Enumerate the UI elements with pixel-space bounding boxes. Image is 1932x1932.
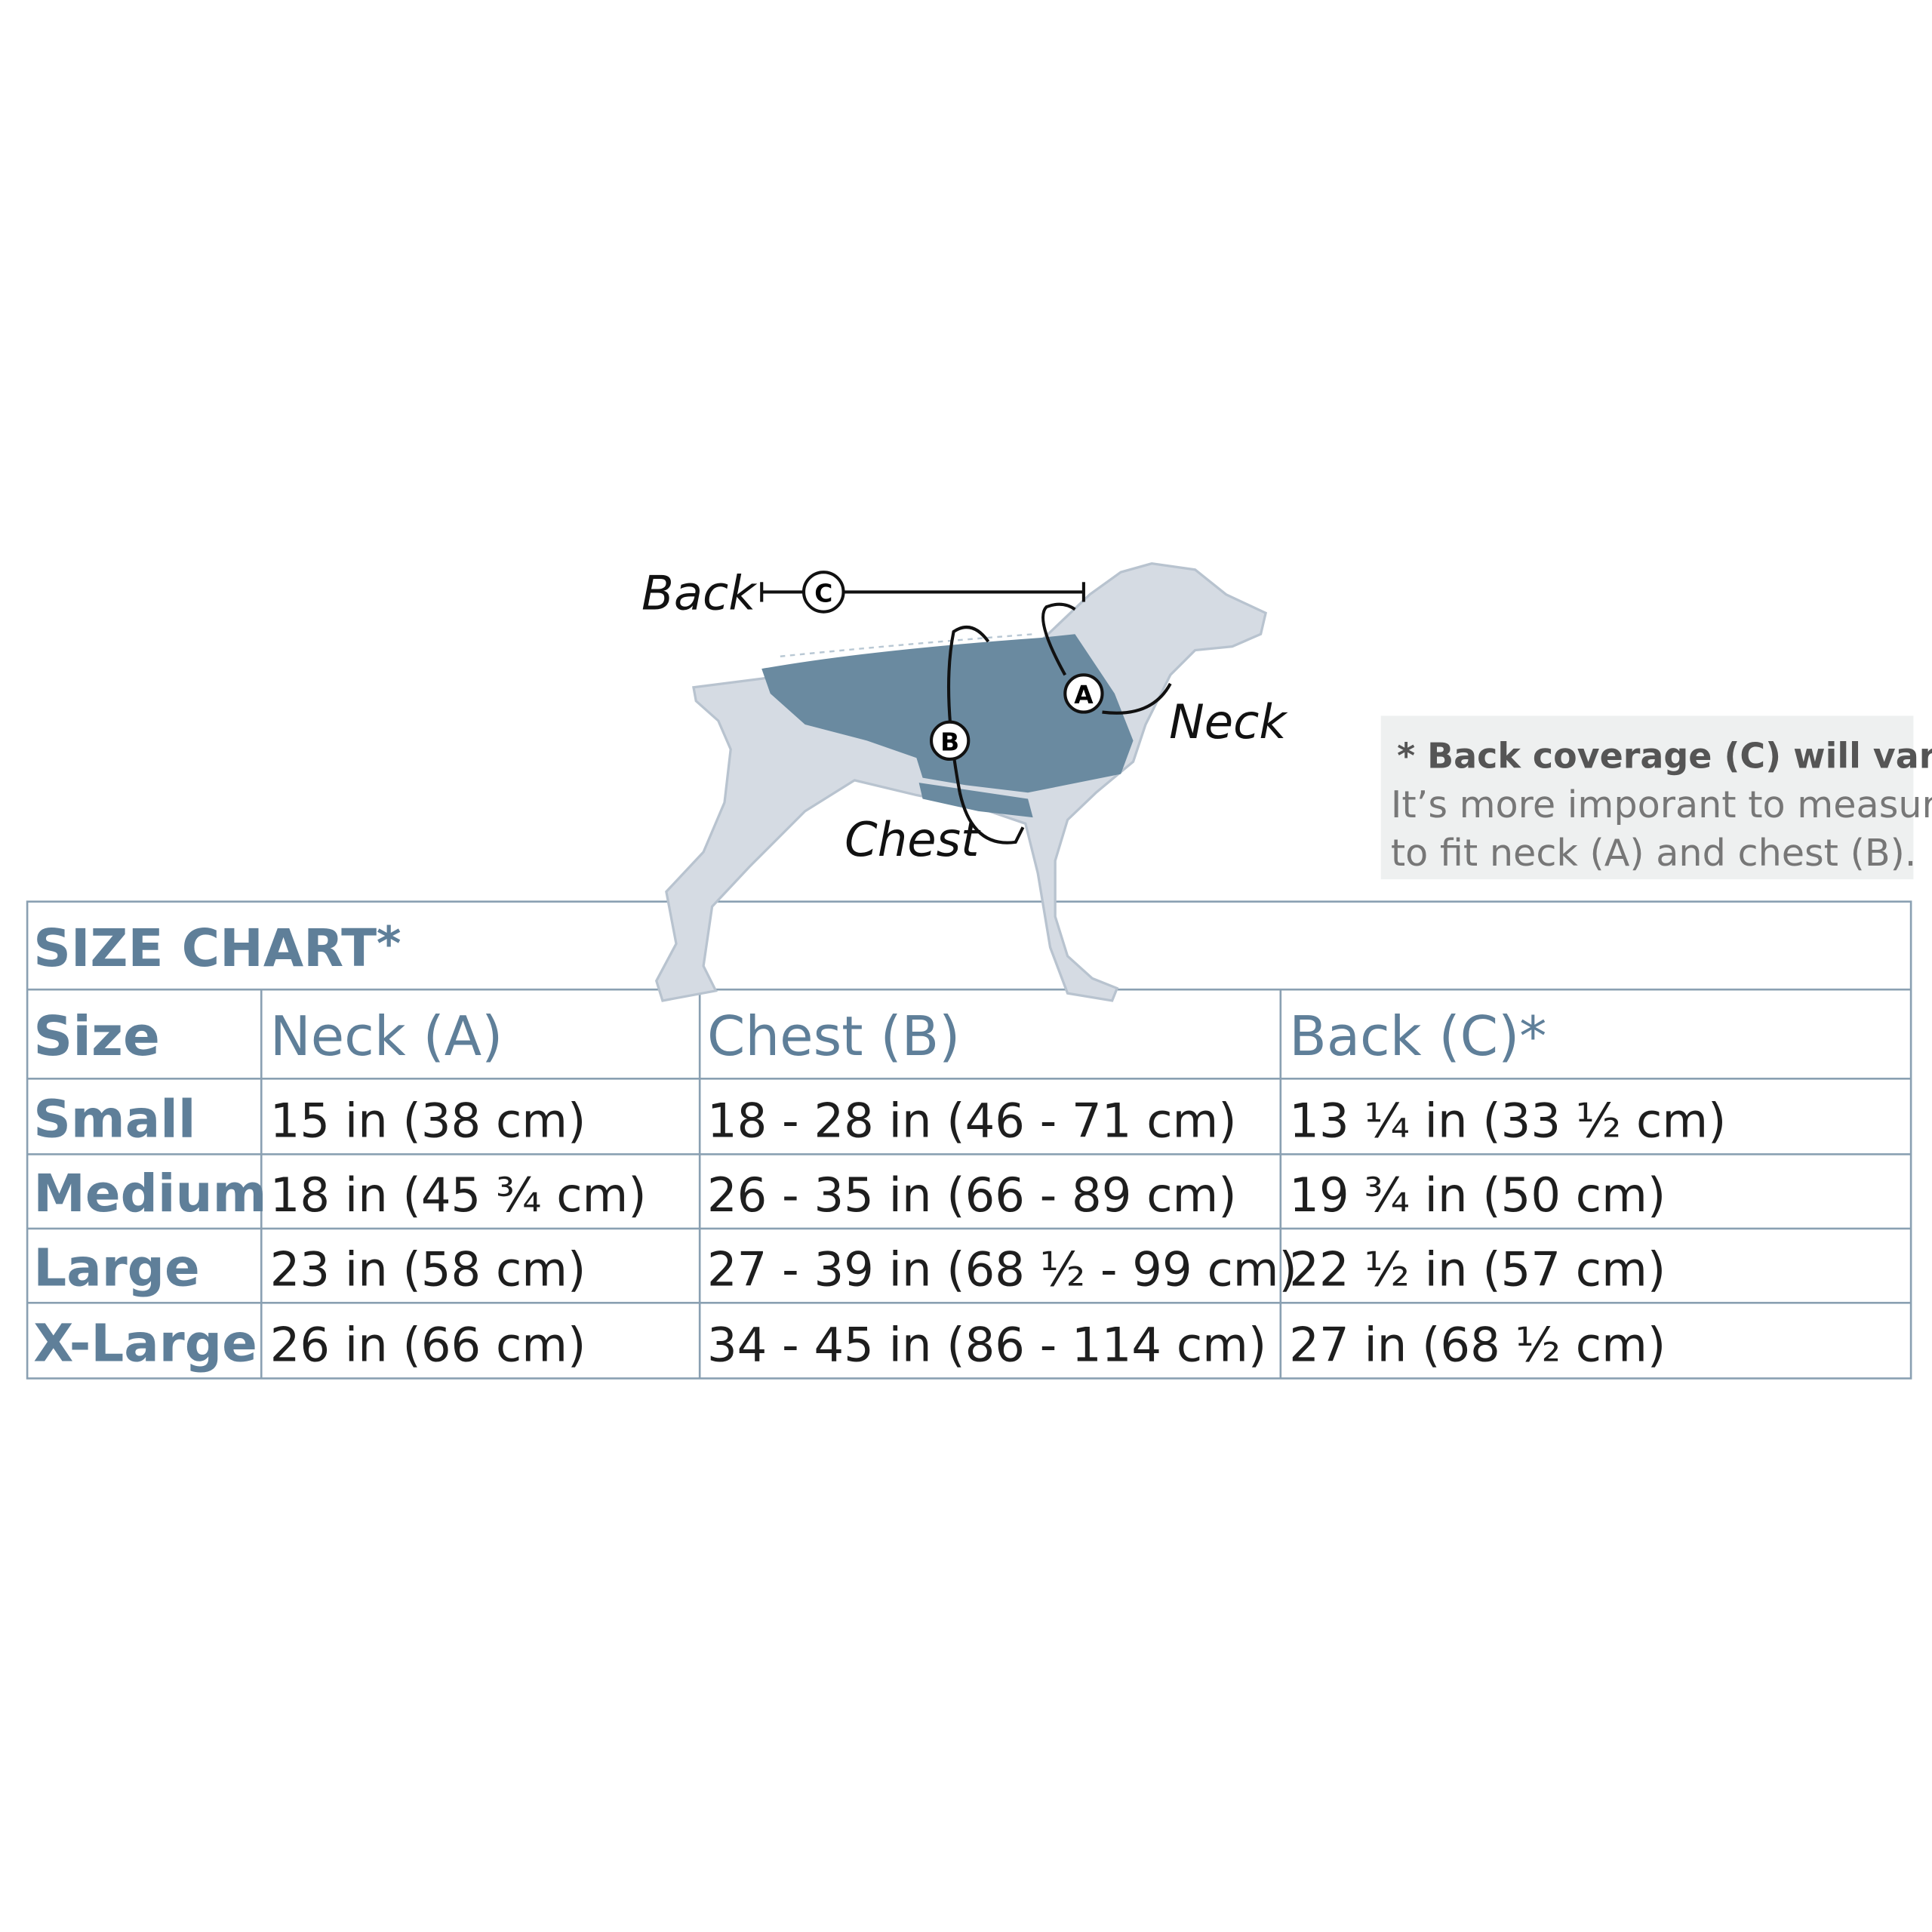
marker-label: A (1074, 681, 1094, 709)
size-cell: Medium (33, 1164, 266, 1224)
table-cell: 26 in (66 cm) (270, 1317, 586, 1372)
marker-label: B (940, 728, 959, 756)
table-cell: 18 - 28 in (46 - 71 cm) (707, 1093, 1237, 1148)
size-cell: Small (33, 1089, 195, 1149)
table-cell: 18 in (45 ¾ cm) (270, 1168, 647, 1223)
table-cell: 34 - 45 in (86 - 114 cm) (707, 1317, 1266, 1372)
dog-illustration (654, 561, 1268, 1002)
table-grid (26, 900, 1912, 1380)
table-cell: 13 ¼ in (33 ½ cm) (1289, 1093, 1726, 1148)
table-cell: 22 ½ in (57 cm) (1289, 1241, 1666, 1297)
note-box (1380, 715, 1914, 880)
note-line: to fit neck (A) and chest (B). (1391, 831, 1917, 875)
note-title: * Back coverage (C) will vary. (1397, 735, 1932, 776)
marker-label: C (814, 580, 832, 608)
note-line: It’s more imporant to measure (1391, 783, 1932, 826)
table-cell: 15 in (38 cm) (270, 1093, 586, 1148)
header-cell: Neck (A) (270, 1005, 503, 1069)
chest-label: Chest (844, 812, 981, 867)
table-title-mark: * (377, 916, 401, 971)
header-cell: Chest (B) (707, 1005, 960, 1069)
size-cell: Large (33, 1238, 199, 1298)
table-cell: 27 in (68 ½ cm) (1289, 1317, 1666, 1372)
header-cell: Back (C)* (1289, 1005, 1546, 1069)
table-cell: 19 ¾ in (50 cm) (1289, 1168, 1666, 1223)
table-cell: 27 - 39 in (68 ½ - 99 cm) (707, 1241, 1297, 1297)
table-cell: 23 in (58 cm) (270, 1241, 586, 1297)
back-label: Back (641, 565, 758, 620)
header-cell: Size (33, 1005, 160, 1069)
table-title: SIZE CHART (33, 918, 377, 979)
neck-label: Neck (1169, 694, 1288, 749)
size-cell: X-Large (33, 1313, 257, 1374)
table-cell: 26 - 35 in (66 - 89 cm) (707, 1168, 1237, 1223)
